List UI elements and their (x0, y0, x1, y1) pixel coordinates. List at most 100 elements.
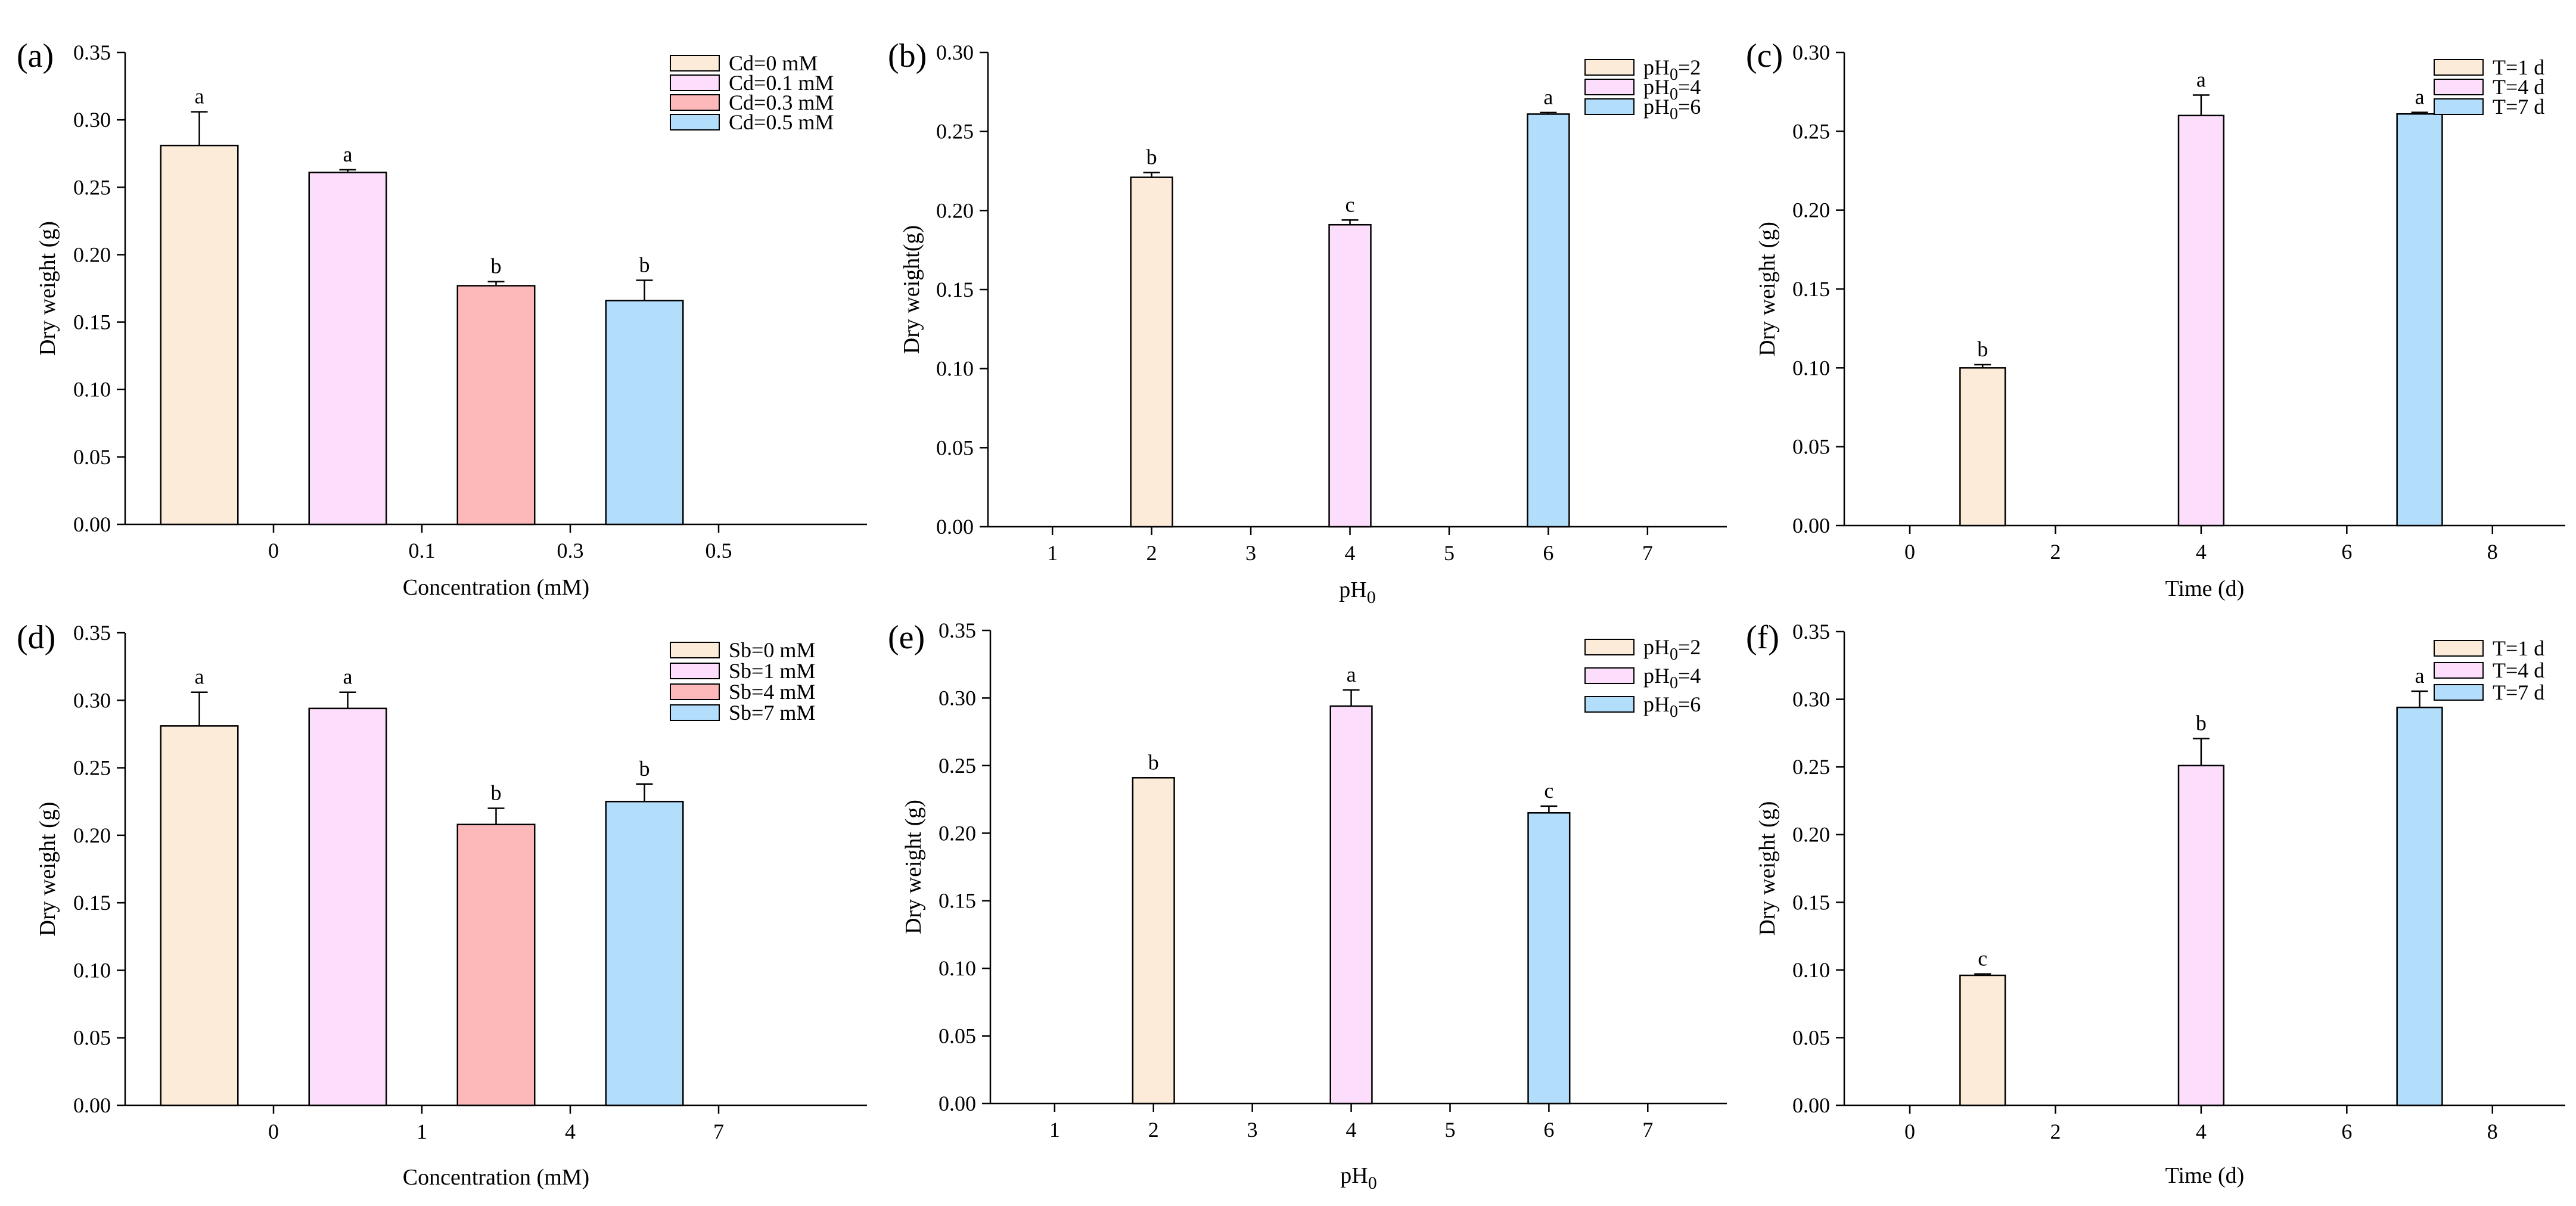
y-tick-label: 0.30 (936, 41, 974, 64)
x-tick-label: 0 (1904, 540, 1915, 564)
x-tick-label: 0.1 (409, 539, 436, 562)
panel-label: (e) (888, 619, 925, 656)
y-tick-label: 0.00 (73, 512, 111, 536)
legend-swatch (670, 94, 720, 111)
significance-label: b (491, 254, 502, 278)
significance-label: a (1543, 85, 1553, 109)
legend: T=1 dT=4 dT=7 d (2434, 55, 2544, 119)
legend-swatch (2434, 662, 2484, 679)
significance-label: a (2415, 85, 2425, 109)
legend-entry: pH0=4 (1643, 664, 1701, 692)
legend-entry: Cd=0.1 mM (729, 71, 834, 95)
x-tick-label: 4 (2196, 540, 2207, 564)
panel-label: (d) (17, 619, 55, 656)
bar-cd-0-1-mm (308, 172, 387, 526)
chart-panel-b: 0.00 0.05 0.10 0.15 0.20 0.25 0.30 1 2 3 4 5 6 7 b c a (b… (888, 38, 1727, 607)
chart-panel-d: 0.00 0.05 0.10 0.15 0.20 0.25 0.30 0.35 0 1 4 7 a a b b… (17, 619, 867, 1190)
legend-entry: T=1 d (2493, 636, 2544, 660)
bar-ph0-6 (1527, 113, 1570, 528)
bar-sb-1-mm (308, 707, 387, 1106)
x-tick-label: 7 (713, 1120, 724, 1143)
x-tick-label: 5 (1444, 1118, 1455, 1142)
significance-label: c (1544, 779, 1553, 803)
y-tick-label: 0.05 (1792, 1025, 1830, 1049)
x-tick-label: 8 (2487, 1120, 2498, 1143)
bar-ph0-2 (1130, 176, 1173, 528)
x-tick-label: 8 (2487, 540, 2498, 564)
legend-entry: pH0=2 (1643, 55, 1701, 84)
x-tick-label: 3 (1247, 1118, 1258, 1142)
y-tick-label: 0.00 (1792, 514, 1830, 537)
bar-t-4-d (2177, 114, 2225, 527)
x-axis-label: pH0 (1340, 1163, 1376, 1193)
x-tick-label: 7 (1642, 541, 1653, 565)
y-tick-label: 0.30 (1792, 41, 1830, 64)
x-tick-label: 3 (1245, 541, 1256, 565)
y-tick-label: 0.00 (1792, 1093, 1830, 1117)
significance-label: b (1146, 145, 1157, 169)
y-tick-label: 0.15 (1792, 277, 1830, 301)
bar-sb-4-mm (456, 823, 536, 1106)
x-tick-label: 6 (1543, 541, 1553, 565)
y-tick-label: 0.30 (1792, 688, 1830, 711)
x-tick-label: 0 (1904, 1120, 1915, 1143)
legend: T=1 dT=4 dT=7 d (2434, 636, 2544, 704)
bar-cd-0-3-mm (456, 285, 536, 526)
y-tick-label: 0.05 (73, 445, 111, 469)
y-tick-label: 0.05 (1792, 435, 1830, 459)
y-tick-label: 0.35 (73, 621, 111, 645)
significance-label: a (2415, 664, 2425, 688)
x-tick-label: 4 (2196, 1120, 2207, 1143)
y-tick-label: 0.25 (1792, 755, 1830, 779)
legend-entry: Sb=1 mM (729, 659, 815, 683)
panel-label: (a) (17, 38, 54, 74)
legend-entry: T=4 d (2493, 75, 2544, 99)
y-tick-label: 0.15 (1792, 890, 1830, 914)
legend-entry: T=1 d (2493, 55, 2544, 79)
significance-label: a (1347, 663, 1356, 686)
significance-label: a (2196, 67, 2206, 91)
significance-label: b (491, 781, 502, 805)
bar-sb-7-mm (605, 800, 684, 1106)
bar-cd-0-mm (160, 144, 239, 526)
panel-label: (c) (1746, 38, 1783, 74)
significance-label: c (1978, 947, 1987, 971)
bar-t-1-d (1959, 367, 2006, 527)
y-tick-label: 0.30 (73, 688, 111, 712)
y-axis-label: Dry weight(g) (899, 225, 924, 354)
significance-label: b (2196, 711, 2207, 735)
legend-entry: Sb=0 mM (729, 638, 815, 662)
bar-ph0-2 (1132, 777, 1175, 1105)
y-axis-label: Dry weight (g) (35, 802, 60, 937)
y-tick-label: 0.25 (1792, 119, 1830, 143)
panel-label: (f) (1746, 619, 1779, 656)
y-tick-label: 0.20 (1792, 823, 1830, 847)
x-tick-label: 5 (1444, 541, 1455, 565)
y-tick-label: 0.05 (936, 436, 974, 459)
legend-entry: Cd=0 mM (729, 51, 818, 75)
x-tick-label: 6 (2341, 540, 2352, 564)
y-tick-label: 0.20 (1792, 198, 1830, 222)
y-tick-label: 0.15 (73, 891, 111, 915)
legend-swatch (2434, 98, 2484, 115)
x-tick-label: 4 (1346, 1118, 1357, 1142)
y-tick-label: 0.15 (73, 310, 111, 334)
significance-label: a (343, 665, 353, 689)
y-axis-label: Dry weight (g) (35, 221, 60, 356)
legend-entry: Cd=0.3 mM (729, 91, 834, 114)
legend-swatch (1584, 696, 1635, 713)
significance-label: b (639, 757, 650, 781)
legend-swatch (1584, 98, 1635, 115)
x-axis-label: Concentration (mM) (403, 1165, 589, 1190)
chart-panel-c: 0.00 0.05 0.10 0.15 0.20 0.25 0.30 0 2 4 6 8 b a a (c) T… (1746, 38, 2565, 601)
y-tick-label: 0.20 (73, 243, 111, 266)
legend-entry: Sb=4 mM (729, 680, 815, 704)
y-tick-label: 0.25 (73, 175, 111, 199)
y-tick-label: 0.10 (939, 956, 976, 980)
legend-swatch (2434, 640, 2484, 657)
significance-label: c (1346, 192, 1355, 216)
